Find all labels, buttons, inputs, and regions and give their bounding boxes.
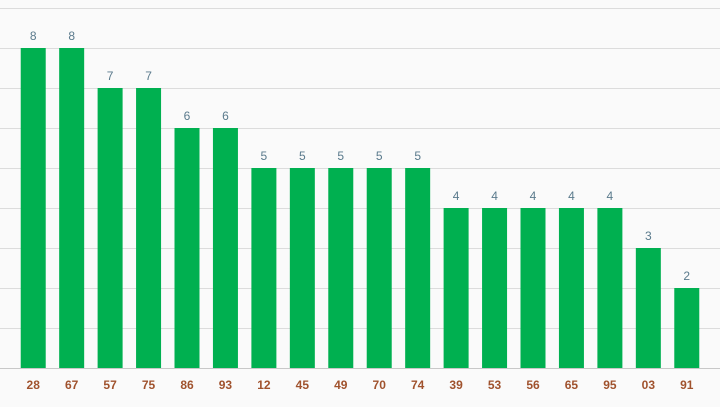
value-label-95: 4 bbox=[607, 189, 614, 203]
value-label-67: 8 bbox=[68, 29, 75, 43]
bar-49 bbox=[328, 168, 354, 368]
value-labels-group: 8 8 7 7 6 6 5 5 5 5 5 4 4 4 4 4 3 2 bbox=[30, 29, 691, 283]
value-label-93: 6 bbox=[222, 109, 229, 123]
value-label-53: 4 bbox=[491, 189, 498, 203]
x-tick-label-86: 86 bbox=[180, 378, 194, 392]
bar-74 bbox=[405, 168, 431, 368]
x-tick-labels-group: 28 67 57 75 86 93 12 45 49 70 74 39 53 56 65 95 03 91 bbox=[27, 378, 694, 392]
bar-95 bbox=[597, 208, 623, 368]
bar-12 bbox=[251, 168, 277, 368]
value-label-65: 4 bbox=[568, 189, 575, 203]
value-label-74: 5 bbox=[414, 149, 421, 163]
x-tick-label-95: 95 bbox=[603, 378, 617, 392]
bar-65 bbox=[558, 208, 584, 368]
bar-45 bbox=[289, 168, 315, 368]
value-label-57: 7 bbox=[107, 69, 114, 83]
x-tick-label-70: 70 bbox=[373, 378, 387, 392]
x-tick-label-28: 28 bbox=[27, 378, 41, 392]
x-tick-label-56: 56 bbox=[526, 378, 540, 392]
x-tick-label-49: 49 bbox=[334, 378, 348, 392]
x-tick-label-65: 65 bbox=[565, 378, 579, 392]
value-label-75: 7 bbox=[145, 69, 152, 83]
bar-93 bbox=[212, 128, 238, 368]
x-tick-label-39: 39 bbox=[449, 378, 463, 392]
value-label-39: 4 bbox=[453, 189, 460, 203]
bar-03 bbox=[635, 248, 661, 368]
bar-28 bbox=[20, 48, 46, 368]
value-label-91: 2 bbox=[683, 269, 690, 283]
bar-39 bbox=[443, 208, 469, 368]
x-tick-label-03: 03 bbox=[642, 378, 656, 392]
x-tick-label-53: 53 bbox=[488, 378, 502, 392]
bar-56 bbox=[520, 208, 546, 368]
value-label-45: 5 bbox=[299, 149, 306, 163]
value-label-49: 5 bbox=[337, 149, 344, 163]
value-label-86: 6 bbox=[184, 109, 191, 123]
x-tick-label-91: 91 bbox=[680, 378, 694, 392]
bar-67 bbox=[59, 48, 85, 368]
x-tick-label-93: 93 bbox=[219, 378, 233, 392]
bar-86 bbox=[174, 128, 200, 368]
value-label-28: 8 bbox=[30, 29, 37, 43]
x-tick-label-45: 45 bbox=[296, 378, 310, 392]
x-tick-label-12: 12 bbox=[257, 378, 271, 392]
x-tick-label-74: 74 bbox=[411, 378, 425, 392]
value-label-12: 5 bbox=[261, 149, 268, 163]
x-tick-label-75: 75 bbox=[142, 378, 156, 392]
value-label-70: 5 bbox=[376, 149, 383, 163]
bar-53 bbox=[482, 208, 508, 368]
bars-group bbox=[20, 48, 700, 368]
bar-75 bbox=[136, 88, 162, 368]
bar-57 bbox=[97, 88, 123, 368]
x-tick-label-57: 57 bbox=[103, 378, 117, 392]
value-label-56: 4 bbox=[530, 189, 537, 203]
value-label-03: 3 bbox=[645, 229, 652, 243]
bar-91 bbox=[674, 288, 700, 368]
x-tick-label-67: 67 bbox=[65, 378, 79, 392]
bar-70 bbox=[366, 168, 392, 368]
